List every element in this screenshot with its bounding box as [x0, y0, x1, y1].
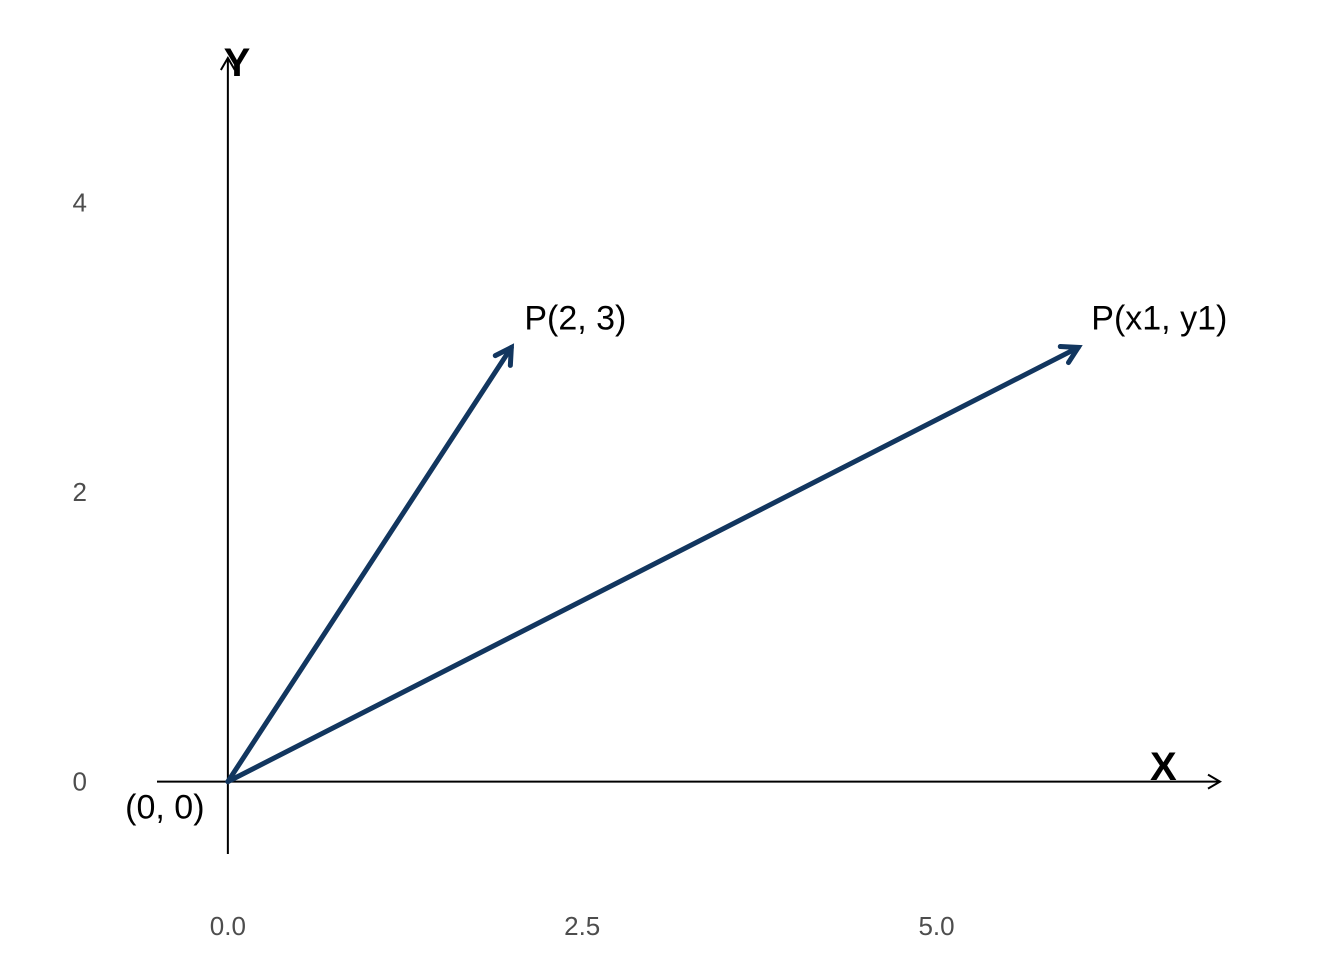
y-axis-arrowhead: [220, 56, 236, 71]
x-tick-label: 5.0: [918, 911, 954, 941]
vector-arrow: [225, 344, 514, 785]
vector-arrowhead: [1057, 344, 1083, 366]
axes: [157, 56, 1222, 854]
y-tick-label: 4: [73, 188, 87, 218]
vector-endpoint-label: P(2, 3): [524, 299, 626, 337]
x-axis-arrowhead: [1207, 773, 1222, 790]
x-axis-title: X: [1150, 745, 1177, 789]
vectors: [225, 343, 1083, 785]
x-tick-label: 0.0: [210, 911, 246, 941]
y-tick-label: 2: [73, 477, 87, 507]
y-tick-labels: 0 2 4: [73, 188, 87, 797]
vector-endpoint-label: P(x1, y1): [1091, 299, 1227, 337]
point-labels: P(2, 3) P(x1, y1) (0, 0): [125, 299, 1227, 826]
origin-label: (0, 0): [125, 789, 204, 827]
x-tick-label: 2.5: [564, 911, 600, 941]
y-tick-label: 0: [73, 767, 87, 797]
vector-arrowhead: [492, 343, 515, 368]
x-tick-labels: 0.0 2.5 5.0: [210, 911, 955, 941]
y-axis-title: Y: [224, 41, 251, 85]
vector-arrow: [225, 344, 1081, 785]
